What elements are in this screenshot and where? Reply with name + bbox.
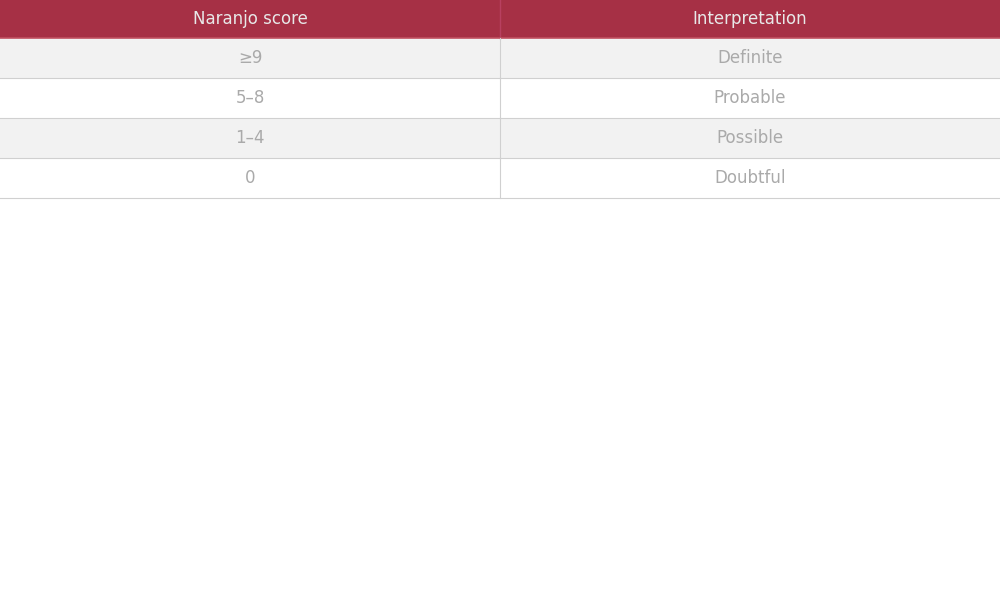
Text: Probable: Probable xyxy=(714,89,786,107)
Bar xyxy=(0,158,1000,198)
Text: Definite: Definite xyxy=(717,49,783,67)
Bar xyxy=(0,118,1000,158)
Text: 0: 0 xyxy=(245,169,255,187)
Bar xyxy=(0,38,1000,78)
Text: Possible: Possible xyxy=(716,129,784,147)
Text: 5–8: 5–8 xyxy=(235,89,265,107)
Text: Naranjo score: Naranjo score xyxy=(193,10,307,28)
Bar xyxy=(0,0,1000,38)
Text: Interpretation: Interpretation xyxy=(693,10,807,28)
Bar xyxy=(0,78,1000,118)
Text: 1–4: 1–4 xyxy=(235,129,265,147)
Text: Doubtful: Doubtful xyxy=(714,169,786,187)
Text: ≥9: ≥9 xyxy=(238,49,262,67)
